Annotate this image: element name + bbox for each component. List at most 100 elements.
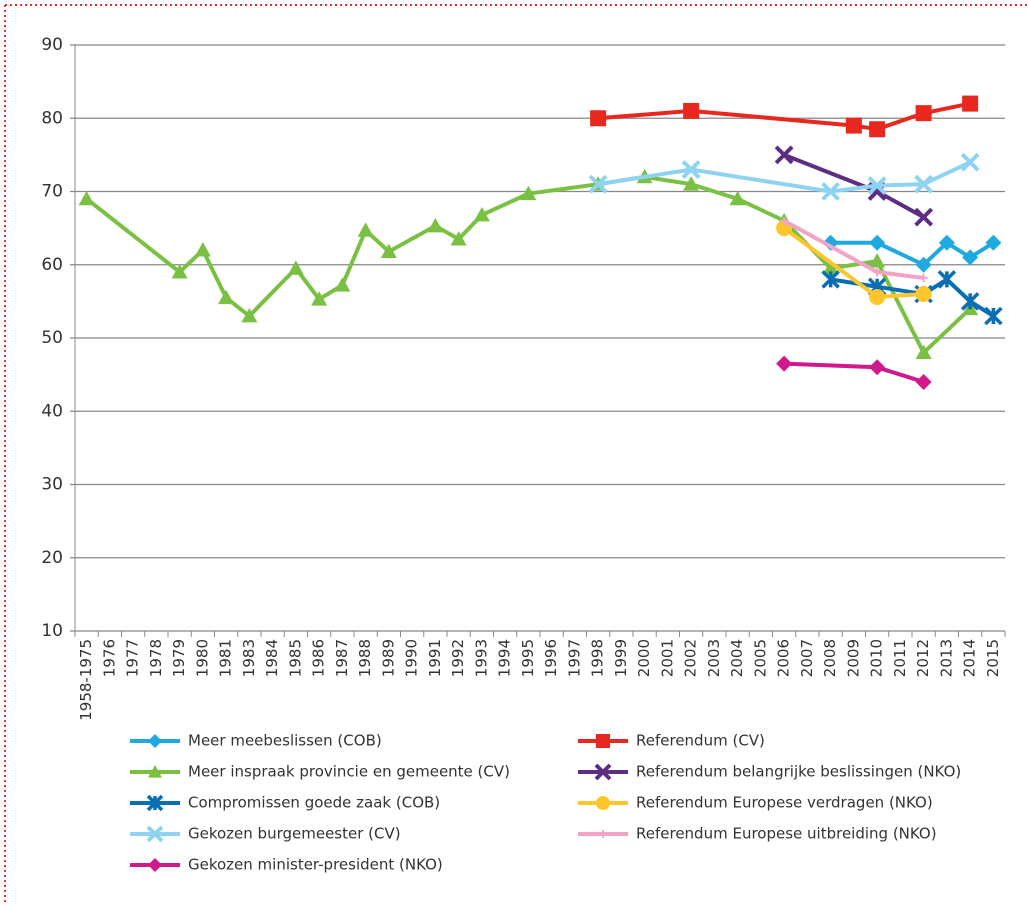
x-tick-label: 1989 bbox=[379, 639, 397, 677]
marker bbox=[311, 291, 328, 306]
marker bbox=[919, 273, 928, 282]
legend-label: Referendum belangrijke beslissingen (NKO… bbox=[636, 763, 961, 781]
marker bbox=[357, 222, 374, 237]
x-tick-label: 1980 bbox=[193, 639, 211, 677]
marker bbox=[938, 234, 955, 251]
x-tick-label: 1986 bbox=[310, 639, 328, 677]
marker bbox=[287, 260, 304, 275]
legend-label: Referendum (CV) bbox=[636, 732, 765, 750]
marker bbox=[683, 176, 700, 191]
marker bbox=[473, 206, 490, 222]
marker bbox=[845, 117, 862, 134]
x-tick-label: 1987 bbox=[333, 639, 351, 677]
marker bbox=[962, 95, 979, 112]
marker bbox=[334, 277, 351, 292]
x-tick-label: 2012 bbox=[914, 639, 932, 677]
legend-label: Meer meebeslissen (COB) bbox=[188, 732, 382, 750]
x-tick-label: 1998 bbox=[589, 639, 607, 677]
x-tick-label: 1979 bbox=[170, 639, 188, 677]
marker bbox=[937, 270, 957, 289]
x-tick-label: 1995 bbox=[519, 639, 537, 677]
marker bbox=[869, 234, 886, 251]
marker bbox=[869, 359, 886, 376]
x-tick-label: 1985 bbox=[286, 639, 304, 677]
y-tick-label: 20 bbox=[41, 548, 63, 568]
y-tick-label: 40 bbox=[41, 401, 63, 421]
x-tick-label: 1984 bbox=[263, 639, 281, 677]
marker bbox=[960, 152, 980, 172]
marker bbox=[962, 249, 979, 266]
legend-label: Referendum Europese verdragen (NKO) bbox=[636, 794, 933, 812]
series-line bbox=[784, 361, 925, 384]
x-tick-label: 2010 bbox=[868, 639, 886, 677]
x-tick-label: 2008 bbox=[821, 639, 839, 677]
marker bbox=[915, 373, 932, 390]
marker bbox=[729, 190, 746, 206]
x-tick-label: 1976 bbox=[100, 639, 118, 677]
x-tick-label: 2000 bbox=[635, 639, 653, 677]
marker bbox=[681, 160, 701, 179]
marker bbox=[380, 243, 397, 258]
legend-label: Meer inspraak provincie en gemeente (CV) bbox=[188, 763, 510, 781]
x-tick-label: 2015 bbox=[984, 639, 1002, 677]
x-tick-label: 1988 bbox=[356, 639, 374, 677]
series-line bbox=[782, 226, 924, 300]
marker bbox=[171, 264, 188, 279]
marker bbox=[450, 231, 467, 246]
y-tick-label: 80 bbox=[41, 108, 63, 128]
legend-marker bbox=[148, 734, 162, 748]
y-tick-label: 50 bbox=[41, 328, 63, 348]
legend-marker bbox=[599, 830, 607, 838]
marker bbox=[915, 286, 932, 303]
marker bbox=[869, 253, 886, 268]
y-tick-label: 70 bbox=[41, 182, 63, 202]
marker bbox=[683, 102, 700, 119]
x-tick-label: 1983 bbox=[240, 639, 258, 677]
x-tick-label: 1997 bbox=[565, 639, 583, 677]
x-tick-label: 1999 bbox=[612, 639, 630, 677]
legend-marker bbox=[146, 794, 164, 812]
x-tick-label: 2007 bbox=[798, 639, 816, 677]
marker bbox=[822, 260, 839, 275]
x-tick-label: 2013 bbox=[937, 639, 955, 677]
marker bbox=[914, 207, 934, 227]
y-tick-label: 10 bbox=[41, 621, 63, 641]
marker bbox=[78, 190, 95, 206]
marker bbox=[985, 234, 1002, 251]
legend-marker bbox=[596, 734, 610, 748]
marker bbox=[960, 292, 980, 311]
marker bbox=[869, 288, 886, 305]
legend-marker bbox=[594, 763, 612, 781]
marker bbox=[218, 289, 235, 305]
x-tick-label: 2014 bbox=[961, 639, 979, 677]
marker bbox=[194, 242, 211, 257]
x-tick-label: 1958-1975 bbox=[77, 639, 95, 721]
x-tick-label: 2006 bbox=[775, 639, 793, 677]
x-tick-label: 2002 bbox=[682, 639, 700, 677]
legend-marker bbox=[596, 796, 610, 810]
legend-marker bbox=[148, 765, 162, 778]
legend-label: Gekozen minister-president (NKO) bbox=[188, 856, 443, 874]
x-tick-label: 2005 bbox=[751, 639, 769, 677]
x-tick-label: 1990 bbox=[403, 639, 421, 677]
x-tick-label: 2009 bbox=[844, 639, 862, 677]
marker bbox=[914, 174, 934, 194]
marker bbox=[873, 268, 882, 277]
x-tick-label: 1977 bbox=[124, 639, 142, 677]
x-tick-label: 2004 bbox=[728, 639, 746, 677]
x-tick-label: 2003 bbox=[705, 639, 723, 677]
y-tick-label: 60 bbox=[41, 255, 63, 275]
x-tick-label: 1993 bbox=[472, 639, 490, 677]
series-line bbox=[597, 160, 971, 194]
marker bbox=[590, 110, 607, 127]
marker bbox=[821, 270, 840, 289]
marker bbox=[774, 145, 794, 165]
x-tick-label: 2001 bbox=[658, 639, 676, 677]
marker bbox=[588, 174, 608, 194]
legend-label: Compromissen goede zaak (COB) bbox=[188, 794, 440, 812]
x-tick-label: 1996 bbox=[542, 639, 560, 677]
marker bbox=[915, 344, 932, 360]
marker bbox=[869, 121, 886, 138]
x-tick-label: 1992 bbox=[449, 639, 467, 677]
